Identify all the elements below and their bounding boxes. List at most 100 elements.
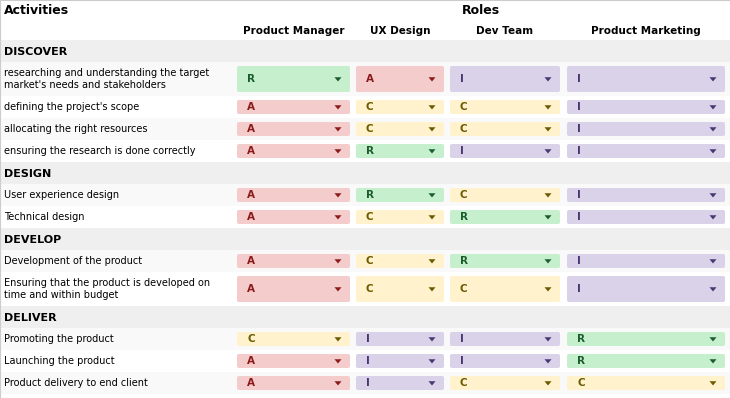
FancyBboxPatch shape <box>356 66 444 92</box>
Polygon shape <box>334 337 342 341</box>
Text: Activities: Activities <box>4 4 69 18</box>
Text: Launching the product: Launching the product <box>4 356 115 366</box>
Text: A: A <box>247 102 255 112</box>
Text: Dev Team: Dev Team <box>477 26 534 36</box>
Text: I: I <box>577 284 581 294</box>
Polygon shape <box>429 259 436 263</box>
Text: Product delivery to end client: Product delivery to end client <box>4 378 148 388</box>
Text: C: C <box>460 284 468 294</box>
FancyBboxPatch shape <box>450 144 560 158</box>
Text: Roles: Roles <box>462 4 500 18</box>
Polygon shape <box>334 77 342 82</box>
Text: R: R <box>366 190 374 200</box>
Polygon shape <box>334 259 342 263</box>
Polygon shape <box>429 381 436 385</box>
Text: C: C <box>247 334 255 344</box>
Text: A: A <box>247 378 255 388</box>
Text: I: I <box>577 212 581 222</box>
Text: R: R <box>577 334 585 344</box>
Text: A: A <box>247 356 255 366</box>
Text: defining the project's scope: defining the project's scope <box>4 102 139 112</box>
Polygon shape <box>710 149 717 154</box>
Text: A: A <box>247 190 255 200</box>
Text: C: C <box>460 124 468 134</box>
FancyBboxPatch shape <box>450 276 560 302</box>
Text: DEVELOP: DEVELOP <box>4 235 61 245</box>
Text: R: R <box>247 74 255 84</box>
FancyBboxPatch shape <box>237 254 350 268</box>
Text: C: C <box>366 102 374 112</box>
FancyBboxPatch shape <box>237 210 350 224</box>
Text: A: A <box>247 146 255 156</box>
Text: researching and understanding the target
market's needs and stakeholders: researching and understanding the target… <box>4 68 210 90</box>
FancyBboxPatch shape <box>0 40 730 62</box>
Text: C: C <box>460 102 468 112</box>
Text: I: I <box>366 334 370 344</box>
Text: I: I <box>460 74 464 84</box>
FancyBboxPatch shape <box>450 332 560 346</box>
Text: C: C <box>460 190 468 200</box>
FancyBboxPatch shape <box>567 66 725 92</box>
Polygon shape <box>710 287 717 291</box>
FancyBboxPatch shape <box>0 250 730 272</box>
FancyBboxPatch shape <box>237 100 350 114</box>
Polygon shape <box>429 215 436 219</box>
FancyBboxPatch shape <box>450 66 560 92</box>
FancyBboxPatch shape <box>567 332 725 346</box>
Text: A: A <box>247 256 255 266</box>
Text: A: A <box>247 212 255 222</box>
Text: C: C <box>366 124 374 134</box>
Text: UX Design: UX Design <box>370 26 430 36</box>
Text: A: A <box>366 74 374 84</box>
FancyBboxPatch shape <box>356 122 444 136</box>
Text: I: I <box>460 356 464 366</box>
FancyBboxPatch shape <box>0 306 730 328</box>
Polygon shape <box>545 287 551 291</box>
FancyBboxPatch shape <box>356 188 444 202</box>
FancyBboxPatch shape <box>450 100 560 114</box>
Text: C: C <box>460 378 468 388</box>
FancyBboxPatch shape <box>0 272 730 306</box>
Text: I: I <box>577 190 581 200</box>
Polygon shape <box>334 381 342 385</box>
Text: C: C <box>366 212 374 222</box>
FancyBboxPatch shape <box>450 122 560 136</box>
Polygon shape <box>545 77 551 82</box>
Polygon shape <box>710 359 717 363</box>
FancyBboxPatch shape <box>0 372 730 394</box>
Text: DESIGN: DESIGN <box>4 169 51 179</box>
FancyBboxPatch shape <box>356 100 444 114</box>
Polygon shape <box>429 287 436 291</box>
FancyBboxPatch shape <box>0 140 730 162</box>
Text: User experience design: User experience design <box>4 190 119 200</box>
Text: C: C <box>366 256 374 266</box>
FancyBboxPatch shape <box>356 276 444 302</box>
FancyBboxPatch shape <box>567 376 725 390</box>
Polygon shape <box>545 359 551 363</box>
Text: Product Marketing: Product Marketing <box>591 26 701 36</box>
FancyBboxPatch shape <box>237 354 350 368</box>
Polygon shape <box>545 259 551 263</box>
Polygon shape <box>429 127 436 131</box>
FancyBboxPatch shape <box>0 62 730 96</box>
Text: I: I <box>366 356 370 366</box>
FancyBboxPatch shape <box>0 228 730 250</box>
Text: C: C <box>577 378 585 388</box>
FancyBboxPatch shape <box>356 354 444 368</box>
FancyBboxPatch shape <box>567 100 725 114</box>
Text: R: R <box>460 212 468 222</box>
Polygon shape <box>710 127 717 131</box>
FancyBboxPatch shape <box>0 96 730 118</box>
Polygon shape <box>545 215 551 219</box>
Polygon shape <box>334 287 342 291</box>
Polygon shape <box>334 193 342 197</box>
Text: I: I <box>460 146 464 156</box>
Text: DISCOVER: DISCOVER <box>4 47 67 57</box>
Polygon shape <box>710 215 717 219</box>
FancyBboxPatch shape <box>237 276 350 302</box>
Text: R: R <box>577 356 585 366</box>
FancyBboxPatch shape <box>356 210 444 224</box>
Text: Technical design: Technical design <box>4 212 85 222</box>
FancyBboxPatch shape <box>0 350 730 372</box>
FancyBboxPatch shape <box>237 332 350 346</box>
